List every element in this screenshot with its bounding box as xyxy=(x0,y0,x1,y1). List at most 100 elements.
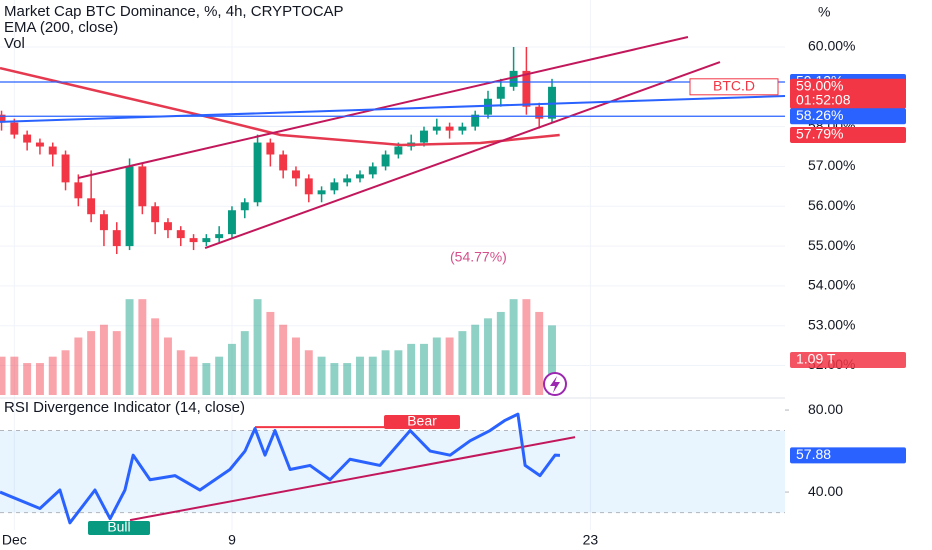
candle-body xyxy=(317,190,326,195)
candle-body xyxy=(381,154,390,167)
volume-bar xyxy=(125,299,134,395)
volume-bar xyxy=(138,299,147,395)
volume-bar xyxy=(445,337,454,395)
candle-body xyxy=(420,130,428,143)
volume-label-box xyxy=(790,352,906,368)
y-tick-label: 56.00% xyxy=(808,197,855,213)
y-tick-label: 57.00% xyxy=(808,157,855,173)
candle-body xyxy=(23,134,32,143)
volume-bar xyxy=(535,311,544,395)
volume-bar xyxy=(381,350,390,395)
candle-body xyxy=(227,210,236,235)
volume-bar xyxy=(189,356,198,395)
volume-label: 1.09 T xyxy=(796,351,836,367)
candle-body xyxy=(253,142,262,203)
volume-bar xyxy=(215,356,224,395)
y-tick-label: 60.00% xyxy=(808,38,855,54)
candle-body xyxy=(176,230,185,239)
candle-body xyxy=(292,170,300,179)
candle-body xyxy=(189,238,198,243)
volume-bar xyxy=(87,331,96,395)
candle-body xyxy=(445,126,454,131)
bull-label: Bull xyxy=(107,519,130,535)
volume-bar xyxy=(253,299,262,395)
x-tick-label: Dec xyxy=(2,532,27,548)
candle-body xyxy=(151,206,160,223)
candle-body xyxy=(432,126,441,131)
candle-body xyxy=(99,214,108,231)
rsi-line xyxy=(0,412,561,525)
candle-body xyxy=(0,114,6,123)
countdown: 01:52:08 xyxy=(796,92,851,108)
plot xyxy=(0,36,786,525)
volume-bar xyxy=(522,299,531,395)
candle-body xyxy=(394,146,403,155)
candle-body xyxy=(163,222,172,231)
volume-bar xyxy=(163,337,172,395)
volume-bar xyxy=(112,331,121,395)
candle-body xyxy=(240,202,249,211)
volume-bar xyxy=(23,363,32,395)
volume-bar xyxy=(458,331,467,395)
rsi-title: RSI Divergence Indicator (14, close) xyxy=(4,399,245,416)
rsi-tick-label: 80.00 xyxy=(808,401,843,417)
volume-bar xyxy=(74,337,83,395)
candle-body xyxy=(74,182,83,199)
candle-body xyxy=(368,166,377,175)
indicator-legend: Vol xyxy=(4,35,25,52)
volume-bar xyxy=(279,324,288,395)
bear-label: Bear xyxy=(407,413,437,429)
candle-body xyxy=(266,142,275,155)
price-label: 58.26% xyxy=(796,107,843,123)
y-tick-label: 53.00% xyxy=(808,316,855,332)
candle-body xyxy=(509,70,518,87)
y-tick-label: 54.00% xyxy=(808,277,855,293)
volume-bar xyxy=(240,331,249,395)
trend-line xyxy=(77,36,689,179)
volume-bar xyxy=(548,325,556,395)
rsi-tick-label: 40.00 xyxy=(808,483,843,499)
volume-bar xyxy=(202,363,211,395)
price-label: 57.79% xyxy=(796,126,843,142)
volume-bar xyxy=(151,318,160,395)
candle-body xyxy=(535,106,544,119)
volume-bar xyxy=(317,356,326,395)
volume-bar xyxy=(61,350,70,395)
bull-label-box xyxy=(88,521,150,535)
volume-bar xyxy=(407,343,416,395)
rsi-value-label: 57.88 xyxy=(796,446,831,462)
volume-bar xyxy=(368,356,377,395)
volume-bar xyxy=(10,356,19,395)
volume-bar xyxy=(432,337,441,395)
candle-body xyxy=(496,86,505,99)
price-label: 59.00% xyxy=(796,78,843,94)
candle-body xyxy=(522,70,531,107)
candle-body xyxy=(202,238,211,243)
volume-bar xyxy=(48,356,57,395)
unit-label: % xyxy=(818,4,830,20)
volume-bar xyxy=(266,311,275,395)
candle-body xyxy=(215,234,224,239)
price-label-box xyxy=(790,126,906,143)
rsi-value-box xyxy=(790,447,906,464)
volume-bar xyxy=(509,299,518,395)
price-label-box xyxy=(790,78,906,109)
trend-line xyxy=(129,436,576,522)
volume-bar xyxy=(356,356,364,395)
volume-bar xyxy=(420,343,428,395)
symbol-box xyxy=(689,78,779,96)
candle-body xyxy=(125,166,134,247)
trend-line xyxy=(204,61,721,250)
volume-bar xyxy=(227,343,236,395)
candle-body xyxy=(138,166,147,207)
ema-line xyxy=(0,66,560,147)
candle-body xyxy=(61,154,70,183)
lightning-icon xyxy=(550,376,560,393)
candle-body xyxy=(343,178,352,183)
symbol-label: BTC.D xyxy=(713,78,755,94)
candle-body xyxy=(356,174,364,179)
y-tick-label: 55.00% xyxy=(808,237,855,253)
candle-body xyxy=(112,230,121,247)
volume-bar xyxy=(343,363,352,395)
volume-bar xyxy=(176,350,185,395)
